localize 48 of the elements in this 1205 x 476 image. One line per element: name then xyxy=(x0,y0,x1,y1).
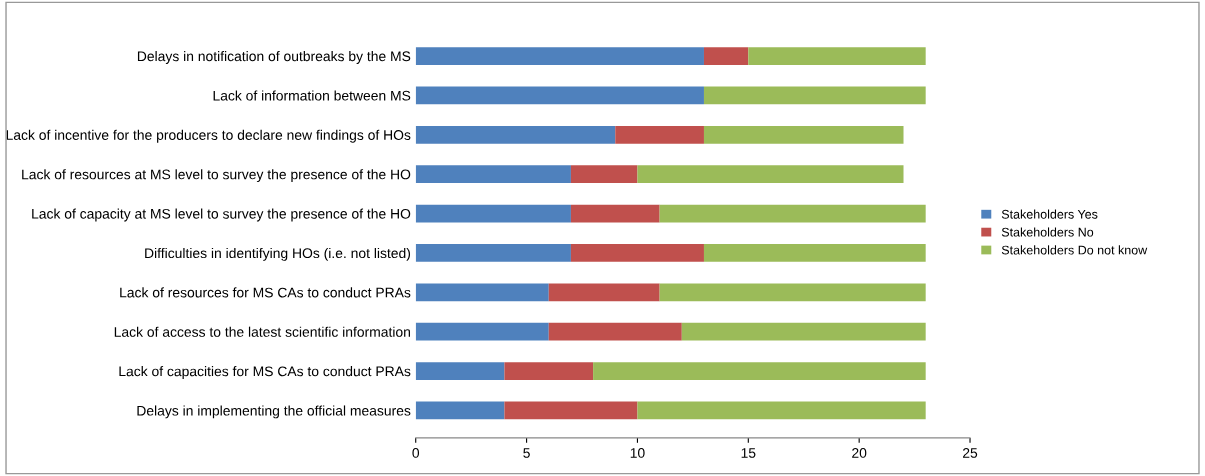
x-tick-label: 0 xyxy=(412,448,420,458)
bar xyxy=(615,125,704,144)
legend-label: Stakeholders No xyxy=(1001,227,1094,237)
y-tick-label: Lack of resources for MS CAs to conduct PRAs xyxy=(120,287,411,298)
bar xyxy=(748,47,926,65)
bar xyxy=(415,322,549,341)
bar xyxy=(504,401,638,420)
bar xyxy=(548,322,682,341)
bar xyxy=(415,244,571,262)
x-tick-label: 5 xyxy=(523,448,530,458)
bar xyxy=(659,283,926,302)
bar xyxy=(570,204,660,223)
bar xyxy=(415,401,505,420)
y-tick-label: Lack of incentive for the producers to declare new findings of HOs xyxy=(6,129,411,143)
y-tick-label: Lack of resources at MS level to survey the presence of the HO xyxy=(22,169,411,183)
bar xyxy=(415,125,616,144)
bar xyxy=(637,165,904,184)
bar xyxy=(548,283,660,302)
bar xyxy=(593,362,926,380)
bar xyxy=(415,362,505,380)
bar xyxy=(637,401,926,420)
bar xyxy=(703,47,749,65)
bar xyxy=(703,125,904,144)
y-tick-label: Delays in notification of outbreaks by the MS xyxy=(137,51,411,64)
bar xyxy=(570,165,638,184)
bar xyxy=(659,204,926,223)
bar xyxy=(415,283,549,302)
bar xyxy=(703,244,926,262)
bar xyxy=(703,86,926,105)
y-tick-label: Lack of capacities for MS CAs to conduct PRAs xyxy=(119,366,411,379)
bar xyxy=(681,322,926,341)
bar xyxy=(504,362,594,380)
x-tick-label: 25 xyxy=(963,448,978,458)
bar xyxy=(415,47,704,65)
x-tick-label: 10 xyxy=(630,448,645,458)
x-tick-label: 15 xyxy=(741,448,756,458)
y-tick-label: Delays in implementing the official measures xyxy=(137,405,411,419)
bar xyxy=(415,165,571,184)
legend-label: Stakeholders Do not know xyxy=(1001,245,1148,255)
bar xyxy=(415,204,571,223)
legend-label: Stakeholders Yes xyxy=(1001,209,1098,219)
x-tick-label: 20 xyxy=(852,448,867,458)
y-tick-label: Lack of capacity at MS level to survey the presence of the HO xyxy=(32,208,411,222)
y-tick-label: Difficulties in identifying HOs (i.e. not listed) xyxy=(145,247,411,261)
bar xyxy=(570,244,704,262)
y-tick-label: Lack of access to the latest scientific information xyxy=(114,326,410,337)
bar xyxy=(415,86,704,105)
y-tick-label: Lack of information between MS xyxy=(213,90,411,101)
